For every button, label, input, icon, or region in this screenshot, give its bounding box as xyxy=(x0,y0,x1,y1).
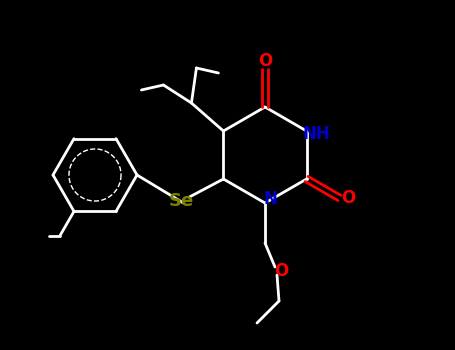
Text: Se: Se xyxy=(169,192,194,210)
Text: N: N xyxy=(263,190,277,208)
Text: O: O xyxy=(274,262,288,280)
Text: NH: NH xyxy=(303,125,330,143)
Text: O: O xyxy=(341,189,356,207)
Text: O: O xyxy=(258,52,272,70)
